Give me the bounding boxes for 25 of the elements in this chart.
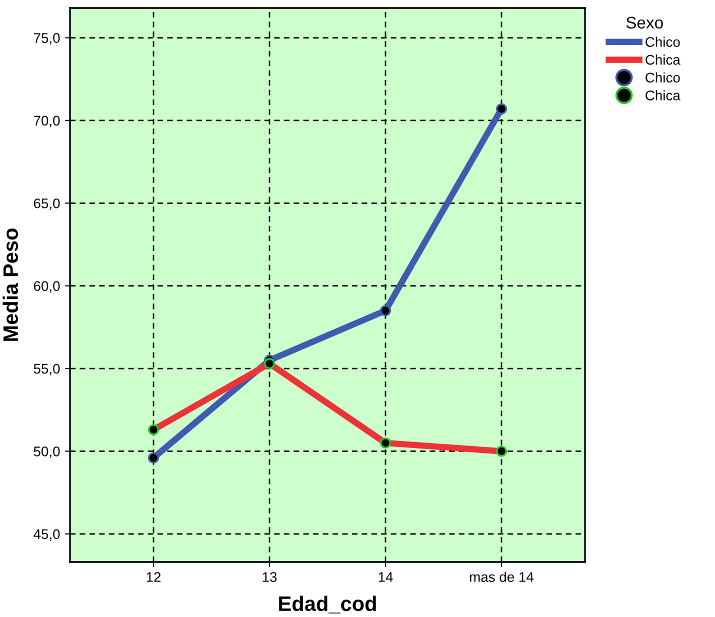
legend-label: Chico: [646, 36, 680, 47]
y-tick-label: 45,0: [34, 529, 60, 541]
legend-title: Sexo: [626, 16, 663, 29]
legend-label: Chica: [646, 54, 680, 65]
x-tick-label: 13: [262, 572, 277, 582]
y-tick-label: 75,0: [34, 33, 60, 45]
point: [380, 305, 391, 316]
legend-label: Chica: [646, 90, 680, 100]
y-tick-label: 65,0: [34, 198, 60, 210]
y-tick-label: 70,0: [34, 116, 60, 128]
point: [264, 358, 275, 370]
point: [148, 424, 160, 436]
x-tick-label: 14: [378, 572, 393, 582]
point: [496, 446, 507, 457]
x-axis-title: Edad_cod: [279, 596, 376, 614]
point: [380, 437, 391, 448]
legend-label: Chico: [646, 72, 680, 83]
y-tick-label: 60,0: [34, 281, 60, 293]
y-tick-label: 50,0: [34, 446, 60, 458]
point: [496, 103, 507, 114]
x-tick-label: mas de 14: [470, 572, 534, 582]
y-axis-title: Media Peso: [2, 228, 18, 341]
y-tick-label: 55,0: [34, 364, 60, 376]
point: [148, 452, 160, 464]
x-tick-label: 12: [146, 572, 161, 582]
